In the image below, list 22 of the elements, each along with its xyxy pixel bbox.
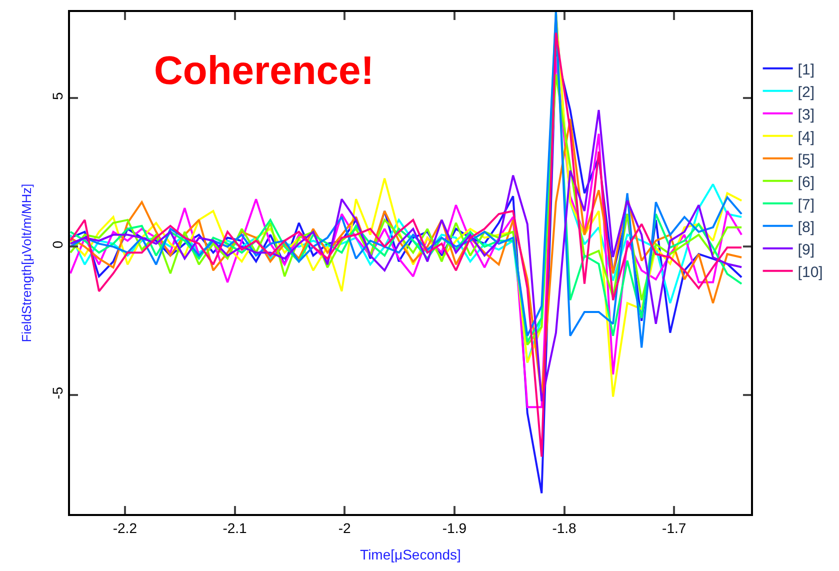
y-axis-title: FieldStrength[μVolt/m/MHz] [18, 184, 34, 342]
legend-label: [7] [798, 196, 814, 214]
legend-label: [6] [798, 174, 814, 191]
x-axis-title: Time[μSeconds] [360, 546, 461, 563]
legend-label: [10] [798, 264, 823, 281]
y-tick-label: 5 [49, 92, 66, 100]
legend-label: [5] [798, 151, 814, 168]
y-tick-label: -5 [49, 386, 66, 400]
legend-label: [4] [798, 128, 814, 146]
x-tick-label: -2.2 [112, 520, 138, 536]
x-tick-label: -2 [338, 520, 352, 536]
x-tick-label: -1.7 [662, 520, 686, 536]
legend-label: [1] [798, 61, 814, 78]
legend-label: [9] [798, 241, 814, 258]
legend-label: [2] [798, 84, 814, 101]
x-tick-label: -1.9 [442, 520, 467, 536]
legend-label: [8] [798, 218, 814, 236]
y-tick-label: 0 [49, 240, 66, 248]
legend-label: [3] [798, 106, 814, 124]
x-tick-label: -1.8 [552, 520, 577, 536]
annotation: Coherence! [154, 49, 374, 93]
x-tick-label: -2.1 [222, 520, 248, 536]
